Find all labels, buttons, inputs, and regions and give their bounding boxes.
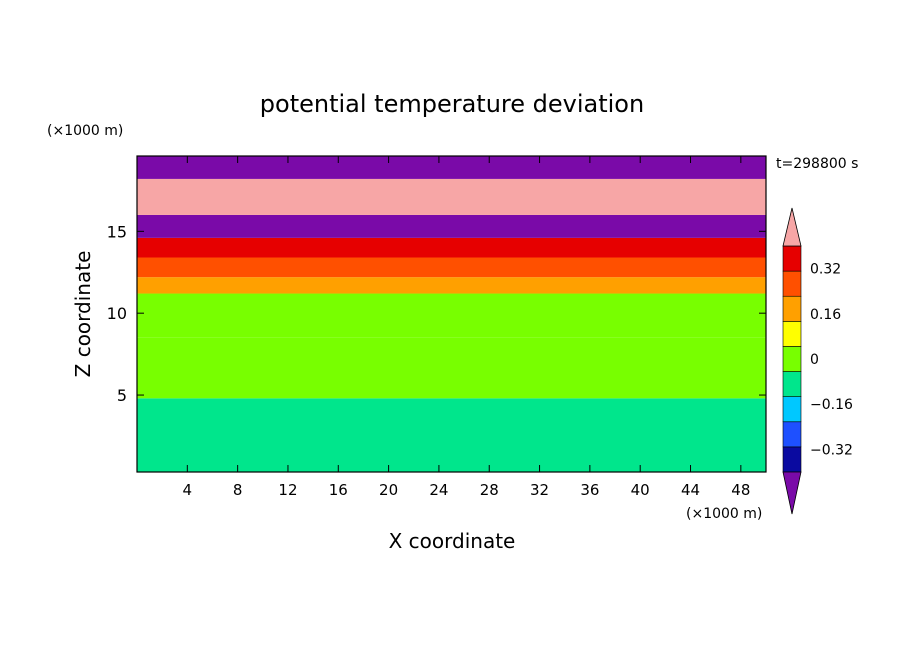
colorbar-tick-label: 0.16: [810, 307, 841, 323]
colorbar-tick-label: 0: [810, 352, 819, 368]
colorbar-segment: [782, 371, 802, 397]
x-tick-label: 24: [429, 481, 448, 499]
contour-band-4: [137, 257, 766, 278]
x-tick-label: 48: [731, 481, 750, 499]
contour-band-1: [137, 337, 766, 399]
colorbar-segment: [782, 295, 802, 322]
colorbar-segment: [782, 346, 802, 372]
y-tick-label: 5: [117, 386, 127, 405]
contour-band-7: [137, 178, 766, 215]
x-axis-label: X coordinate: [389, 529, 516, 553]
x-axis: 4 8 12 16 20 24 28 32 36 40 44 48: [183, 156, 750, 499]
contour-band-3: [137, 277, 766, 294]
contour-band-6: [137, 214, 766, 238]
contour-band-0: [137, 398, 766, 472]
contour-field: [137, 156, 766, 472]
colorbar-max-arrow: [782, 207, 802, 247]
x-tick-label: 40: [631, 481, 650, 499]
x-tick-label: 44: [681, 481, 700, 499]
colorbar-segment: [782, 446, 802, 473]
y-tick-label: 15: [107, 222, 127, 241]
contour-band-2: [137, 293, 766, 338]
colorbar: 0.32 0.16 0 −0.16 −0.32: [782, 207, 853, 515]
x-tick-label: 36: [580, 481, 599, 499]
x-tick-label: 20: [379, 481, 398, 499]
colorbar-segment: [782, 270, 802, 297]
x-tick-label: 28: [480, 481, 499, 499]
colorbar-segment: [782, 421, 802, 448]
plot-frame: [136, 155, 767, 473]
colorbar-tick-label: −0.32: [810, 442, 853, 458]
contour-band-8: [137, 156, 766, 179]
time-label: t=298800 s: [776, 156, 858, 172]
x-tick-label: 12: [278, 481, 297, 499]
x-unit-label: (×1000 m): [686, 506, 762, 522]
colorbar-segment: [782, 396, 802, 423]
x-tick-label: 4: [183, 481, 193, 499]
y-tick-label: 10: [107, 304, 127, 323]
chart-title: potential temperature deviation: [260, 90, 644, 118]
colorbar-tick-label: 0.32: [810, 262, 841, 278]
x-tick-label: 8: [233, 481, 243, 499]
colorbar-tick-label: −0.16: [810, 397, 853, 413]
colorbar-segment: [782, 245, 802, 272]
colorbar-segment: [782, 321, 802, 347]
y-unit-label: (×1000 m): [47, 123, 123, 139]
y-axis-label: Z coordinate: [71, 251, 95, 378]
contour-band-5: [137, 237, 766, 258]
x-tick-label: 32: [530, 481, 549, 499]
y-axis: 5 10 15: [107, 222, 766, 405]
colorbar-min-arrow: [782, 471, 802, 515]
x-tick-label: 16: [329, 481, 348, 499]
